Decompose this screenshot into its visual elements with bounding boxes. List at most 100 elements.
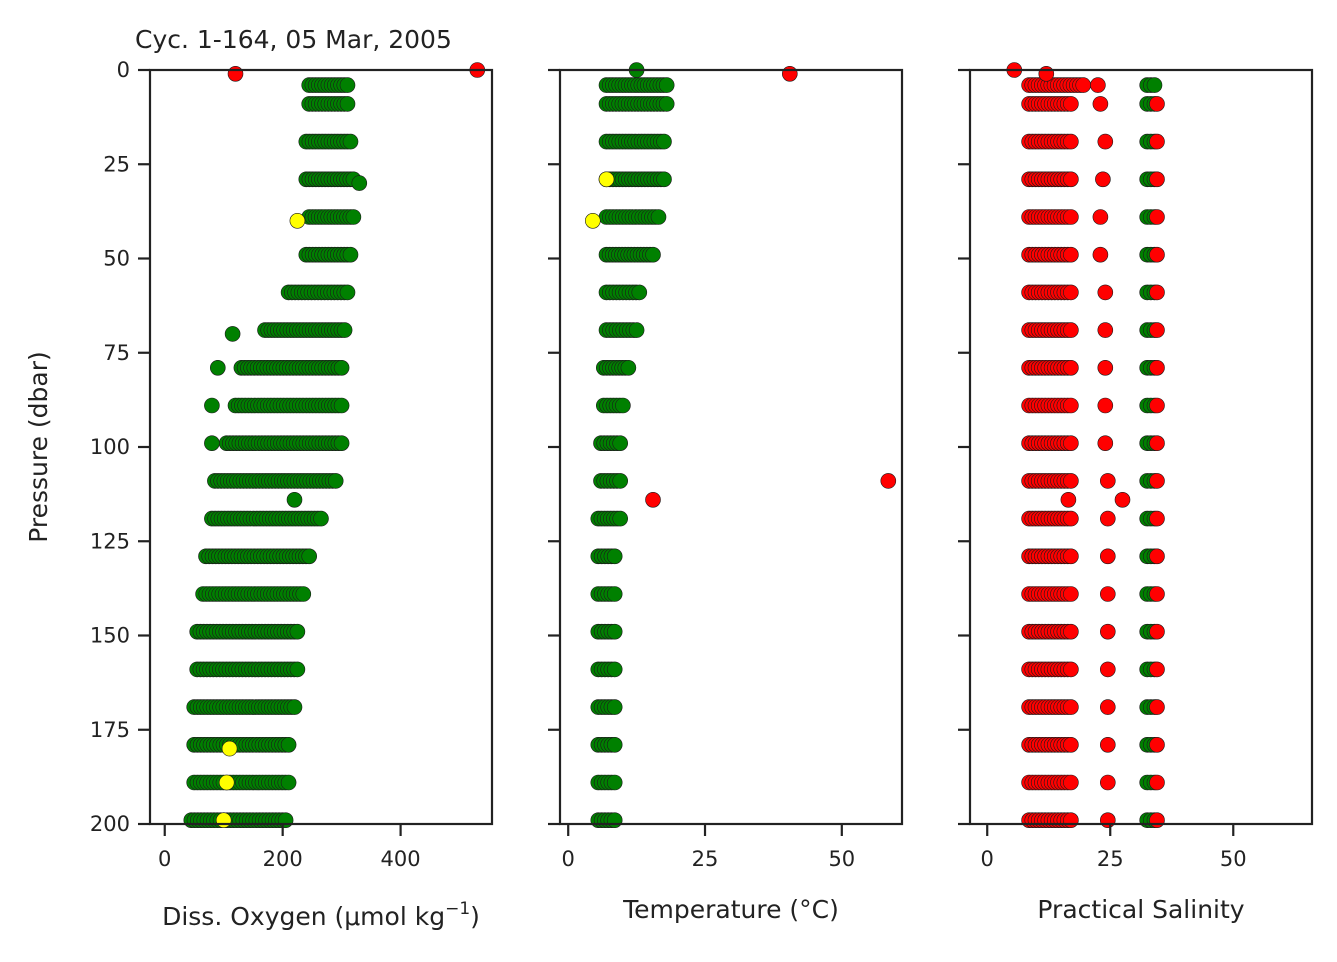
data-point-bad	[1063, 586, 1079, 602]
data-point-good	[210, 359, 226, 376]
y-tick-label: 25	[103, 152, 130, 176]
panel-3-points	[1006, 62, 1165, 829]
data-point-bad	[1097, 133, 1114, 150]
data-point-good	[606, 812, 623, 829]
data-point-good	[1146, 77, 1163, 93]
data-point-bad	[1149, 397, 1165, 414]
x-tick-label: 25	[1097, 847, 1124, 871]
y-tick-label: 0	[117, 58, 130, 82]
data-point-good	[631, 284, 648, 301]
panels: 0 25 50 75 100 125 150 175 200 0 200 400 Diss. Oxyge…	[90, 58, 1314, 931]
data-point-probably-bad	[598, 171, 615, 188]
panel-2: 0 25 50 Temperature (°C)	[548, 62, 904, 924]
data-point-good	[351, 175, 368, 191]
data-point-bad	[1149, 699, 1165, 715]
data-point-bad	[1149, 774, 1165, 791]
x-axis-label-main: Practical Salinity	[1037, 895, 1244, 924]
x-tick-label: 50	[828, 847, 855, 871]
data-point-probably-bad	[584, 213, 601, 229]
data-point-bad	[1149, 284, 1165, 301]
data-point-bad	[1038, 66, 1055, 82]
y-tick-label: 200	[90, 812, 130, 836]
data-point-bad	[1092, 246, 1109, 263]
x-axis-label-tail: )	[470, 902, 480, 931]
data-point-bad	[1100, 586, 1116, 602]
x-axis-label: Temperature (°C)	[622, 895, 839, 924]
panel-3: 0 25 50 Practical Salinity	[958, 62, 1314, 924]
data-point-good	[606, 623, 623, 640]
data-point-good	[645, 246, 661, 263]
data-point-good	[333, 359, 350, 376]
data-point-good	[313, 510, 329, 527]
y-tick-label: 75	[103, 341, 130, 365]
data-point-good	[224, 326, 241, 342]
data-point-good	[612, 473, 629, 489]
data-point-good	[620, 359, 637, 376]
data-point-good	[606, 736, 623, 753]
data-point-bad	[880, 473, 897, 489]
data-point-bad	[1100, 548, 1116, 565]
data-point-bad	[1097, 397, 1114, 414]
data-point-good	[301, 548, 318, 565]
data-point-bad	[1097, 359, 1114, 376]
data-point-bad	[1097, 435, 1114, 452]
x-axis-label-main: Diss. Oxygen (μmol kg	[162, 902, 445, 931]
data-point-good	[333, 435, 350, 452]
data-point-good	[333, 397, 350, 414]
data-point-good	[204, 435, 220, 452]
data-point-good	[606, 699, 623, 715]
data-point-bad	[645, 491, 661, 508]
data-point-probably-bad	[221, 740, 238, 757]
data-point-probably-bad	[289, 213, 306, 229]
panel-1: 0 25 50 75 100 125 150 175 200 0 200 400 Diss. Oxyge…	[90, 58, 494, 931]
chart-title: Cyc. 1-164, 05 Mar, 2005	[135, 25, 452, 54]
data-point-bad	[1149, 661, 1165, 678]
data-point-good	[656, 133, 672, 150]
data-point-bad	[1149, 586, 1165, 602]
data-point-bad	[1149, 171, 1165, 188]
data-point-bad	[1063, 510, 1079, 527]
x-tick-label: 200	[263, 847, 303, 871]
data-point-good	[658, 96, 675, 112]
data-point-good	[277, 812, 294, 829]
data-point-good	[339, 96, 356, 112]
data-point-good	[606, 661, 623, 678]
y-tick-label: 150	[90, 624, 130, 648]
data-point-bad	[1100, 510, 1116, 527]
data-point-bad	[1149, 209, 1165, 225]
data-point-bad	[1090, 77, 1106, 93]
data-point-good	[339, 77, 356, 93]
data-point-bad	[1149, 623, 1165, 640]
y-tick-label: 50	[103, 247, 130, 271]
data-point-good	[339, 284, 356, 301]
data-point-bad	[1063, 473, 1079, 489]
x-tick-label: 400	[381, 847, 421, 871]
data-point-bad	[1063, 736, 1079, 753]
x-axis-label-main: Temperature (°C)	[622, 895, 839, 924]
data-point-bad	[1075, 77, 1091, 93]
data-point-bad	[1149, 812, 1165, 829]
data-point-bad	[227, 66, 244, 82]
data-point-good	[658, 77, 675, 93]
data-point-bad	[1095, 171, 1111, 188]
data-point-good	[342, 246, 359, 263]
data-point-bad	[1063, 661, 1079, 678]
data-point-bad	[1063, 623, 1079, 640]
y-axis-label: Pressure (dbar)	[24, 351, 53, 543]
y-tick-label: 175	[90, 718, 130, 742]
data-point-good	[289, 623, 306, 640]
data-point-good	[606, 774, 623, 791]
data-point-bad	[1063, 209, 1079, 225]
data-point-bad	[1149, 736, 1165, 753]
data-point-good	[327, 473, 344, 489]
data-point-good	[280, 774, 297, 791]
data-point-bad	[1063, 133, 1079, 150]
data-point-bad	[1100, 661, 1116, 678]
data-point-good	[650, 209, 667, 225]
data-point-bad	[1063, 246, 1079, 263]
data-point-bad	[1100, 736, 1116, 753]
x-tick-label: 0	[562, 847, 575, 871]
data-point-good	[656, 171, 672, 188]
data-point-good	[289, 661, 306, 678]
